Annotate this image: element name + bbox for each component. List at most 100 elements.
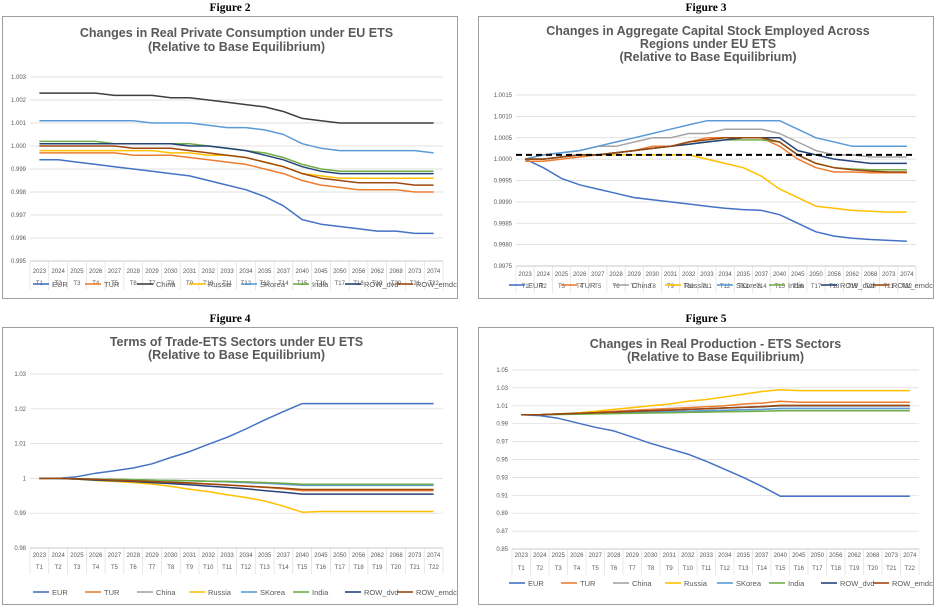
x-period-label: T3: [73, 281, 81, 287]
x-category-label: 2074: [427, 269, 441, 275]
x-category-label: 2068: [866, 553, 880, 559]
x-period-label: T3: [558, 284, 566, 290]
x-category-label: 2029: [145, 553, 159, 559]
figure-5-label: Figure 5: [685, 313, 727, 325]
x-period-label: T3: [555, 566, 563, 572]
y-tick-label: 0.995: [11, 259, 27, 265]
figure-5-chart-panel: Changes in Real Production - ETS Sectors…: [478, 327, 934, 605]
x-category-label: 2062: [848, 553, 862, 559]
legend-label: EUR: [528, 579, 544, 588]
y-tick-label: 1.03: [496, 386, 508, 392]
y-tick-label: 0.85: [496, 547, 508, 553]
x-period-label: T13: [738, 284, 749, 290]
x-period-label: T8: [649, 284, 657, 290]
y-tick-label: 0.99: [496, 422, 508, 428]
series-line-eur: [39, 402, 434, 480]
legend-label: SKorea: [260, 280, 286, 289]
x-period-label: T4: [573, 566, 581, 572]
x-category-label: 2025: [555, 272, 569, 278]
figure-5-chart: Changes in Real Production - ETS Sectors…: [496, 337, 933, 588]
x-period-label: T21: [886, 566, 897, 572]
x-period-label: T5: [111, 565, 119, 571]
x-category-label: 2045: [792, 553, 806, 559]
chart-title-line: Regions under EU ETS: [640, 37, 776, 51]
x-period-label: T10: [683, 566, 694, 572]
x-period-label: T2: [540, 284, 548, 290]
legend-label: ROW_dvd: [840, 579, 875, 588]
series-line-row_emdc: [39, 477, 434, 491]
x-category-label: 2050: [809, 272, 823, 278]
legend-label: ROW_emdc: [892, 281, 933, 290]
y-tick-label: 0.95: [496, 458, 508, 464]
y-tick-label: 1.02: [14, 407, 26, 413]
y-tick-label: 0.9980: [494, 243, 513, 249]
x-period-label: T1: [36, 565, 44, 571]
x-category-label: 2035: [737, 553, 751, 559]
x-category-label: 2031: [664, 272, 678, 278]
y-tick-label: 0.97: [496, 440, 508, 446]
x-period-label: T1: [518, 566, 526, 572]
x-period-label: T7: [629, 566, 637, 572]
x-category-label: 2040: [296, 553, 310, 559]
y-tick-label: 0.91: [496, 493, 508, 499]
y-tick-label: 1.001: [11, 121, 27, 127]
legend-label: TUR: [104, 588, 120, 597]
x-category-label: 2040: [774, 553, 788, 559]
x-category-label: 2068: [389, 553, 403, 559]
series-line-russia: [39, 477, 434, 513]
figure-4-chart: Terms of Trade-ETS Sectors under EU ETS(…: [14, 335, 457, 597]
x-period-label: T11: [222, 281, 233, 287]
figure-2-label: Figure 2: [209, 2, 251, 14]
x-category-label: 2056: [828, 272, 842, 278]
series-line-eur: [524, 158, 907, 242]
x-period-label: T3: [73, 565, 81, 571]
x-category-label: 2050: [811, 553, 825, 559]
x-category-label: 2035: [737, 272, 751, 278]
x-category-label: 2023: [515, 553, 529, 559]
x-category-label: 2074: [427, 553, 441, 559]
y-tick-label: 1.0000: [494, 157, 513, 163]
legend-label: Russia: [208, 280, 232, 289]
x-period-label: T21: [884, 284, 895, 290]
y-tick-label: 0.9995: [494, 179, 513, 185]
x-category-label: 2062: [371, 553, 385, 559]
x-category-label: 2027: [108, 269, 122, 275]
x-period-label: T19: [372, 281, 383, 287]
x-period-label: T12: [241, 565, 252, 571]
series-line-china: [39, 92, 434, 124]
x-category-label: 2028: [607, 553, 621, 559]
legend-label: China: [632, 281, 652, 290]
x-period-label: T5: [592, 566, 600, 572]
x-category-label: 2056: [829, 553, 843, 559]
x-category-label: 2040: [773, 272, 787, 278]
legend-label: India: [788, 281, 805, 290]
x-period-label: T21: [410, 281, 421, 287]
x-category-label: 2023: [518, 272, 532, 278]
y-tick-label: 0.98: [14, 546, 26, 552]
legend-label: ROW_dvd: [364, 280, 399, 289]
x-category-label: 2027: [108, 553, 122, 559]
x-category-label: 2025: [70, 269, 84, 275]
x-category-label: 2032: [202, 269, 216, 275]
x-period-label: T17: [811, 284, 822, 290]
x-period-label: T8: [647, 566, 655, 572]
x-period-label: T19: [849, 566, 860, 572]
x-category-label: 2073: [408, 269, 422, 275]
x-period-label: T22: [905, 566, 916, 572]
x-category-label: 2033: [220, 553, 234, 559]
x-category-label: 2073: [408, 553, 422, 559]
x-period-label: T12: [720, 566, 731, 572]
y-tick-label: 1.003: [11, 75, 27, 81]
y-tick-label: 0.93: [496, 475, 508, 481]
x-category-label: 2056: [352, 553, 366, 559]
x-period-label: T14: [278, 281, 289, 287]
figure-3-chart-panel: Changes in Aggregate Capital Stock Emplo…: [478, 16, 934, 299]
figure-4-chart-panel: Terms of Trade-ETS Sectors under EU ETS(…: [2, 327, 458, 605]
x-category-label: 2028: [127, 553, 141, 559]
x-category-label: 2031: [183, 269, 197, 275]
x-period-label: T21: [410, 565, 421, 571]
chart-title-line: (Relative to Base Equilibrium): [148, 40, 325, 54]
chart-title-line: (Relative to Base Equilibrium): [619, 50, 796, 64]
x-category-label: 2045: [791, 272, 805, 278]
y-tick-label: 1.03: [14, 372, 26, 378]
